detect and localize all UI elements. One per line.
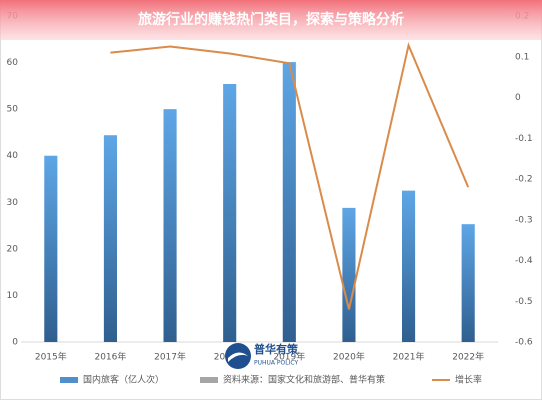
y-tick-label: 40: [7, 151, 19, 161]
legend-label: 增长率: [455, 374, 482, 386]
growth-line: [110, 42, 470, 310]
y2-tick-label: -0.3: [515, 215, 533, 225]
bar: [461, 224, 475, 342]
y2-tick-label: 0.1: [515, 52, 529, 62]
y2-tick-label: -0.6: [515, 338, 533, 348]
x-tick-label: 2021年: [393, 351, 425, 363]
x-tick-label: 2020年: [333, 351, 365, 363]
x-tick-label: 2017年: [154, 351, 186, 363]
title-banner: [0, 0, 542, 40]
bar: [342, 207, 356, 342]
bar: [282, 62, 296, 342]
legend-item: 国内旅客（亿人次）: [60, 374, 164, 386]
watermark: 普华有策 PUHUA POLICY: [225, 342, 299, 369]
y-tick-label: 30: [7, 198, 19, 208]
legend-swatch: [200, 377, 218, 383]
x-tick-label: 2019年: [273, 351, 305, 363]
y2-tick-label: -0.4: [515, 256, 533, 266]
x-tick-label: 2022年: [452, 351, 484, 363]
chart-title: 旅游行业的赚钱热门类目，探索与策略分析: [138, 11, 404, 28]
y-tick-label: 20: [7, 244, 19, 254]
watermark-name: 普华有策: [254, 342, 299, 356]
y-tick-label: 50: [7, 105, 19, 115]
y-tick-label: 60: [7, 58, 19, 68]
legend-swatch: [60, 377, 78, 383]
y2-tick-label: 0: [515, 93, 521, 103]
bar: [44, 155, 58, 342]
bar: [103, 135, 117, 342]
y2-tick-label: -0.2: [515, 175, 533, 185]
x-tick-label: 2015年: [35, 351, 67, 363]
y-tick-label: 0: [12, 338, 18, 348]
y2-tick-label: -0.5: [515, 297, 533, 307]
y-tick-label: 10: [7, 291, 19, 301]
legend-item: 增长率: [432, 374, 482, 386]
legend-item: 资料来源：国家文化和旅游部、普华有策: [200, 374, 385, 386]
x-tick-label: 2016年: [94, 351, 126, 363]
legend-label: 资料来源：国家文化和旅游部、普华有策: [223, 374, 385, 386]
logo-swoosh: [228, 352, 248, 362]
logo-icon: [225, 343, 251, 369]
bar: [223, 83, 237, 342]
watermark-sub: PUHUA POLICY: [254, 360, 298, 367]
legend-label: 国内旅客（亿人次）: [83, 374, 164, 386]
bar: [402, 190, 416, 342]
bar: [163, 109, 177, 343]
y2-tick-label: -0.1: [515, 134, 533, 144]
